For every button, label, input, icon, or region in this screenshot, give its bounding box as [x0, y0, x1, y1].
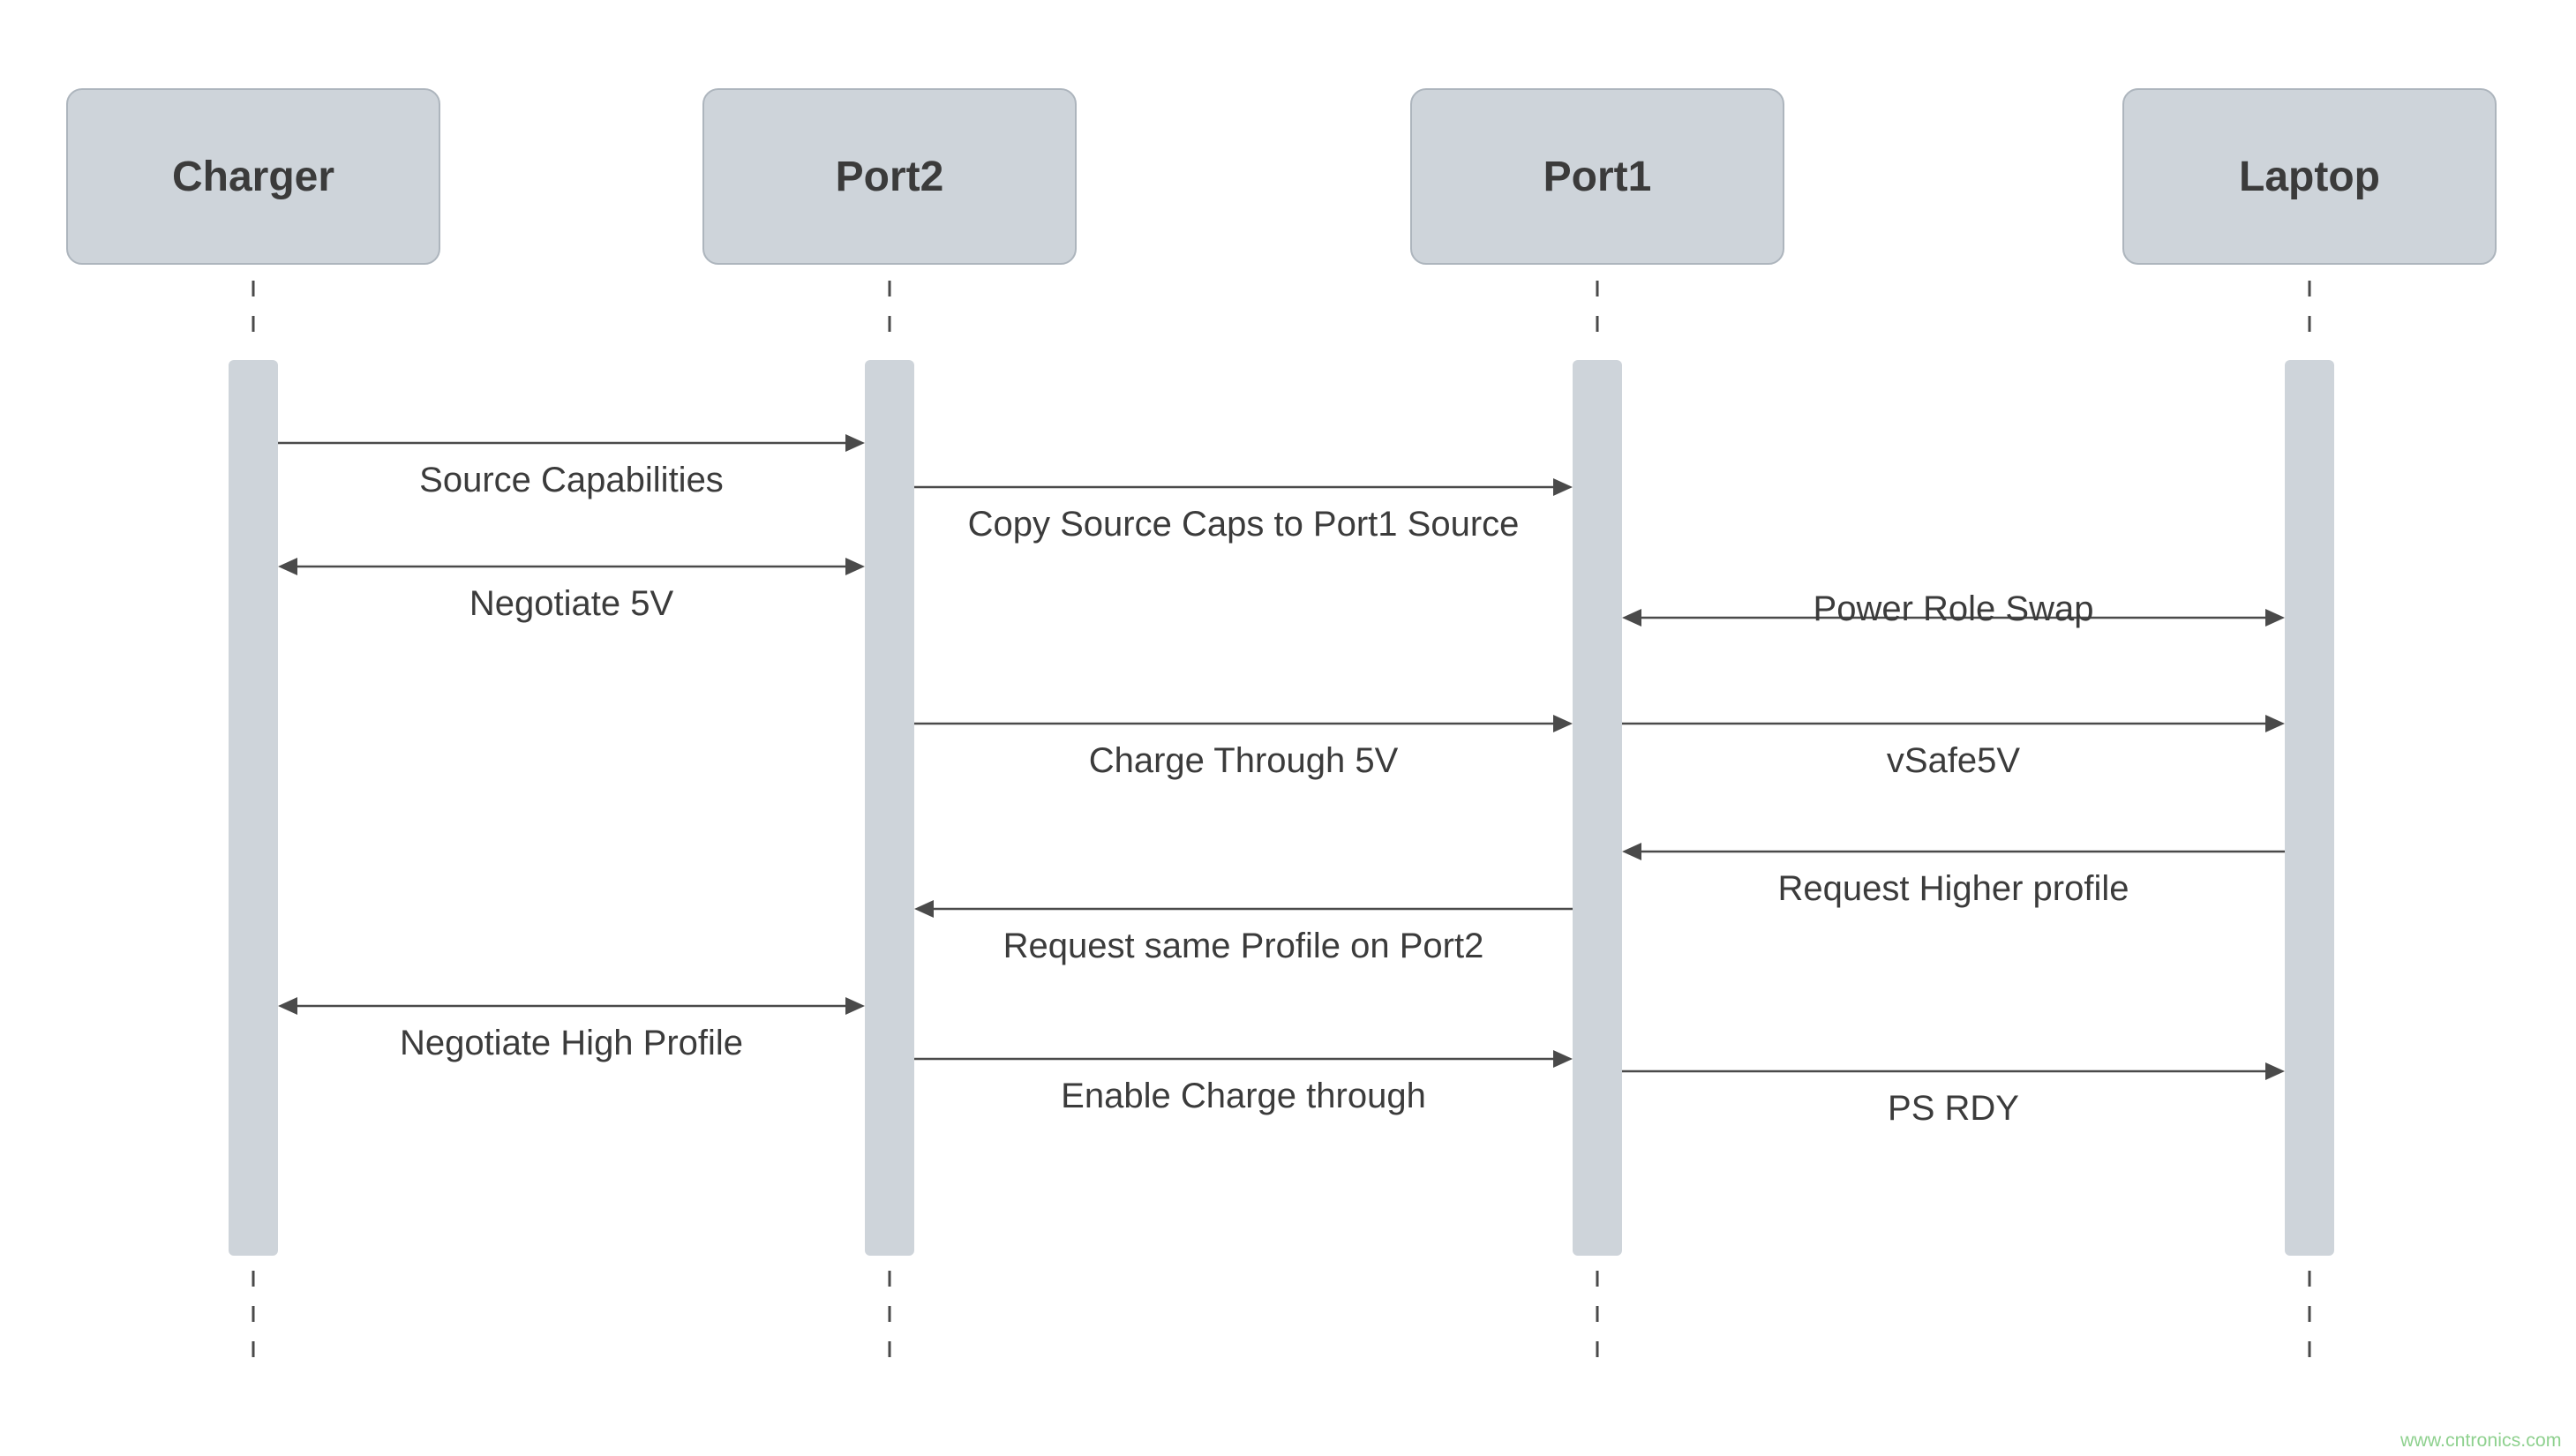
msg-enable-charge-through: Enable Charge through — [1061, 1077, 1426, 1116]
lifeline-bar-port2 — [865, 360, 914, 1256]
lifeline-head-charger: Charger — [66, 88, 440, 265]
msg-source-capabilities: Source Capabilities — [419, 461, 724, 500]
lifeline-bar-laptop — [2285, 360, 2334, 1256]
msg-negotiate-high-profile: Negotiate High Profile — [400, 1024, 743, 1063]
watermark: www.cntronics.com — [2400, 1430, 2562, 1452]
lifeline-bar-port1 — [1573, 360, 1622, 1256]
msg-negotiate-5v: Negotiate 5V — [469, 584, 673, 624]
msg-power-role-swap: Power Role Swap — [1814, 589, 2094, 629]
lifeline-head-port1: Port1 — [1410, 88, 1784, 265]
msg-request-higher-profile: Request Higher profile — [1778, 869, 2129, 909]
lifeline-label: Port1 — [1543, 153, 1652, 201]
msg-copy-source-caps: Copy Source Caps to Port1 Source — [968, 505, 1520, 544]
msg-ps-rdy: PS RDY — [1888, 1089, 2019, 1129]
lifeline-head-laptop: Laptop — [2122, 88, 2497, 265]
msg-charge-through-5v: Charge Through 5V — [1089, 741, 1399, 781]
lifeline-head-port2: Port2 — [702, 88, 1077, 265]
lifeline-label: Port2 — [836, 153, 944, 201]
lifeline-label: Laptop — [2239, 153, 2380, 201]
msg-request-same-profile-port2: Request same Profile on Port2 — [1003, 927, 1484, 966]
lifeline-bar-charger — [229, 360, 278, 1256]
lifeline-label: Charger — [172, 153, 334, 201]
msg-vsafe5v: vSafe5V — [1887, 741, 2020, 781]
